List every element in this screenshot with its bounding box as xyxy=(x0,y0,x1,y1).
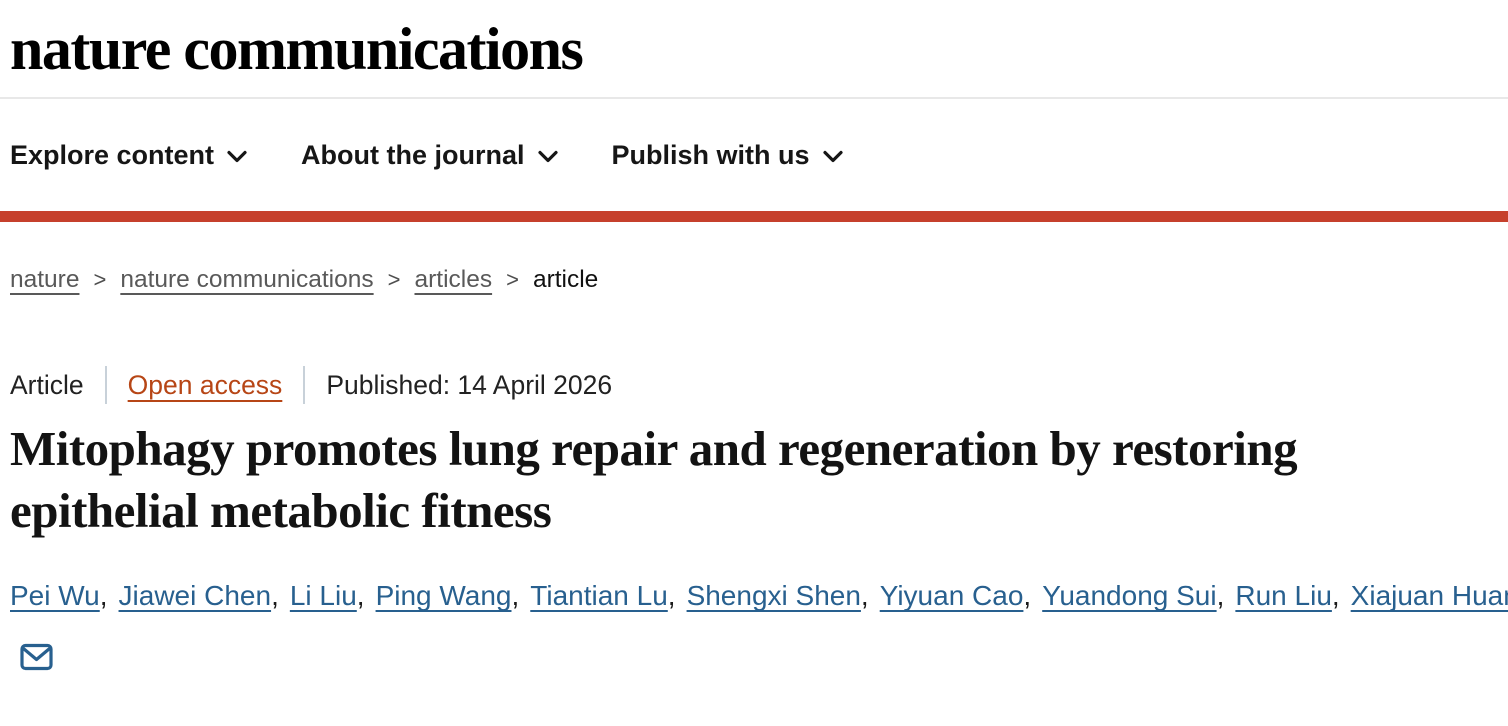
nav-explore-content[interactable]: Explore content xyxy=(10,140,247,171)
author-separator: , xyxy=(1331,580,1340,612)
journal-logo[interactable]: nature communications xyxy=(10,15,584,82)
open-access-link[interactable]: Open access xyxy=(127,369,283,400)
envelope-icon xyxy=(10,643,53,674)
author-link[interactable]: Pei Wu xyxy=(10,580,100,612)
author-link[interactable]: Jiawei Chen xyxy=(118,580,272,612)
author-link[interactable]: Shengxi Shen xyxy=(686,580,861,612)
breadcrumb-current: article xyxy=(532,266,599,293)
author-link[interactable]: Run Liu xyxy=(1235,580,1332,612)
author-separator: , xyxy=(356,580,365,612)
article-header: nature > nature communications > article… xyxy=(0,266,1508,690)
author-link[interactable]: Xiajuan Huan xyxy=(1350,580,1508,612)
author-link[interactable]: Yiyuan Cao xyxy=(879,580,1024,612)
author-separator: , xyxy=(99,580,108,612)
author-separator: , xyxy=(1216,580,1225,612)
breadcrumb-link-articles[interactable]: articles xyxy=(414,266,493,293)
author-link[interactable]: Yuandong Sui xyxy=(1042,580,1217,612)
nav-about-the-journal[interactable]: About the journal xyxy=(301,139,558,171)
author-separator: , xyxy=(667,580,676,612)
article-title: Mitophagy promotes lung repair and regen… xyxy=(10,421,1298,538)
author-link[interactable]: Tiantian Lu xyxy=(530,580,668,612)
main-nav: Explore content About the journal Publis… xyxy=(0,99,1508,211)
journal-accent-bar xyxy=(0,211,1508,222)
chevron-down-icon xyxy=(227,147,247,163)
nav-explore-content-label: Explore content xyxy=(10,139,215,170)
chevron-down-icon xyxy=(537,147,558,163)
masthead: nature communications xyxy=(0,0,1508,99)
author-separator: , xyxy=(1023,580,1032,612)
author-separator: , xyxy=(860,580,869,612)
article-meta: Article Open access Published: 14 April … xyxy=(10,366,1498,404)
published-date: Published: 14 April 2026 xyxy=(326,369,613,400)
breadcrumb: nature > nature communications > article… xyxy=(10,266,1498,294)
breadcrumb-link-nature[interactable]: nature xyxy=(10,266,80,293)
breadcrumb-separator: > xyxy=(506,267,519,292)
article-type-label: Article xyxy=(10,369,84,400)
author-separator: , xyxy=(271,580,279,612)
divider xyxy=(104,366,107,404)
nav-publish-with-us[interactable]: Publish with us xyxy=(612,140,843,171)
author-list: Pei Wu, Jiawei Chen, Li Liu, Ping Wang, Tian… xyxy=(10,565,1508,689)
author-separator: , xyxy=(511,580,520,612)
breadcrumb-separator: > xyxy=(387,267,401,292)
nav-publish-with-us-label: Publish with us xyxy=(611,139,810,170)
nav-about-the-journal-label: About the journal xyxy=(301,139,525,170)
breadcrumb-separator: > xyxy=(93,267,107,292)
email-corresponding-author-button[interactable] xyxy=(10,643,53,674)
chevron-down-icon xyxy=(822,147,843,163)
divider xyxy=(303,366,306,404)
author-link[interactable]: Ping Wang xyxy=(375,580,512,612)
author-link[interactable]: Li Liu xyxy=(289,580,357,612)
breadcrumb-link-nature-communications[interactable]: nature communications xyxy=(120,266,374,293)
